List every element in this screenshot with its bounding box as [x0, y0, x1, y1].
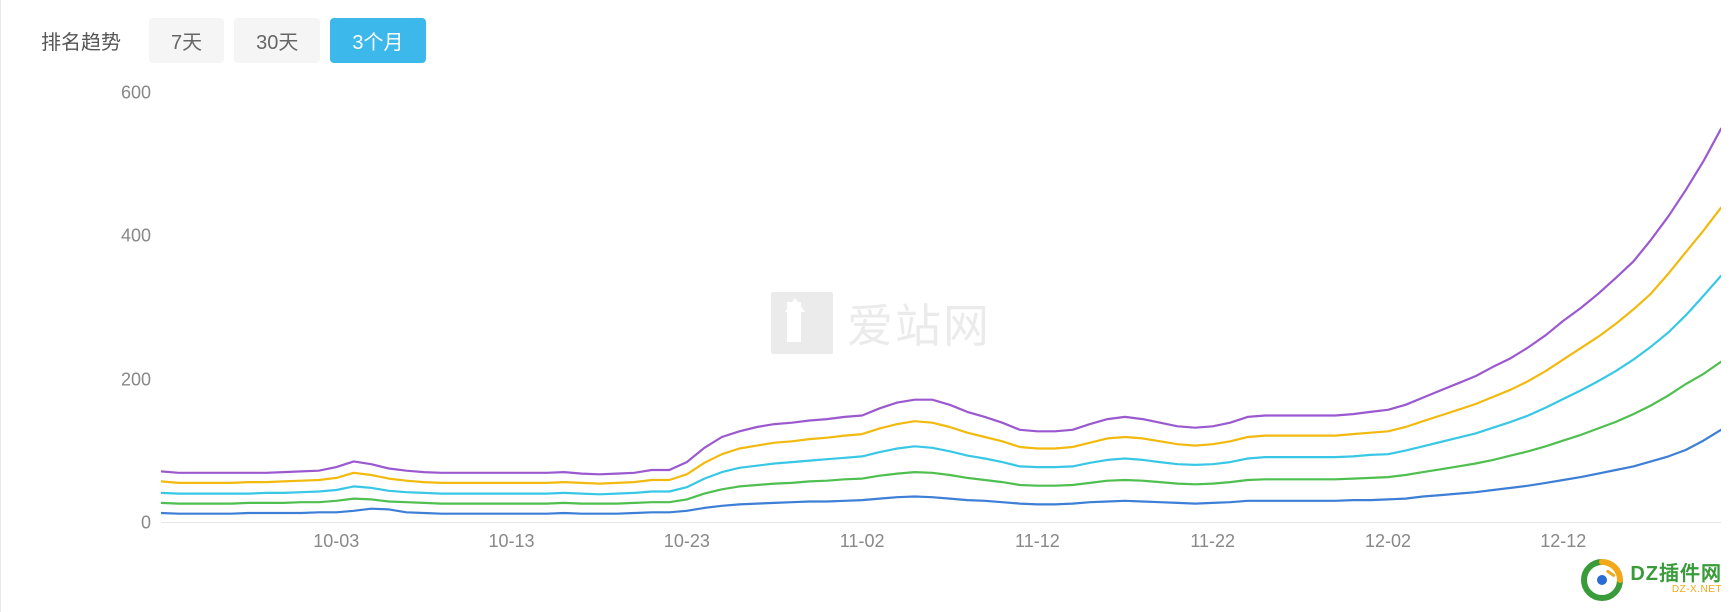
series-s2 — [161, 208, 1721, 484]
y-tick-label: 0 — [91, 513, 151, 534]
corner-logo-text: DZ插件网 DZ-X.NET — [1630, 564, 1722, 596]
x-tick-label: 12-02 — [1365, 531, 1411, 552]
y-tick-label: 400 — [91, 226, 151, 247]
line-chart-svg — [161, 93, 1721, 523]
y-tick-label: 200 — [91, 369, 151, 390]
x-tick-label: 12-12 — [1540, 531, 1586, 552]
chart-title: 排名趋势 — [41, 26, 121, 55]
y-tick-label: 600 — [91, 83, 151, 104]
dz-logo-icon — [1580, 558, 1624, 602]
chart-panel: 排名趋势 7天 30天 3个月 爱站网 020040060010-0310-13… — [0, 0, 1736, 612]
series-s1 — [161, 129, 1721, 475]
corner-logo-sub: DZ-X.NET — [1672, 585, 1722, 596]
x-tick-label: 10-03 — [313, 531, 359, 552]
tab-30d[interactable]: 30天 — [234, 18, 320, 63]
corner-logo-main: DZ插件网 — [1630, 564, 1722, 585]
x-tick-label: 11-22 — [1190, 531, 1235, 552]
x-tick-label: 10-13 — [489, 531, 535, 552]
series-s4 — [161, 362, 1721, 504]
tab-3m[interactable]: 3个月 — [330, 18, 425, 63]
tab-7d[interactable]: 7天 — [149, 18, 224, 63]
corner-logo: DZ插件网 DZ-X.NET — [1580, 558, 1722, 602]
x-tick-label: 11-02 — [840, 531, 885, 552]
plot-region — [161, 93, 1721, 523]
x-tick-label: 11-12 — [1015, 531, 1060, 552]
x-tick-label: 10-23 — [664, 531, 710, 552]
chart-area: 爱站网 020040060010-0310-1310-2311-0211-121… — [41, 73, 1721, 593]
chart-header: 排名趋势 7天 30天 3个月 — [21, 0, 1736, 73]
